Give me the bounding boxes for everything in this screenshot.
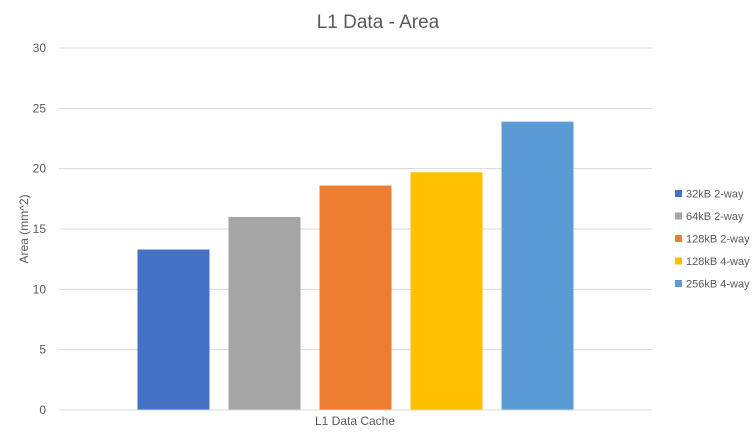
legend-label: 128kB 4-way bbox=[686, 256, 750, 268]
legend-label: 64kB 2-way bbox=[686, 211, 744, 223]
legend-swatch bbox=[675, 190, 682, 197]
legend-label: 32kB 2-way bbox=[686, 189, 744, 201]
y-axis-title: Area (mm^2) bbox=[17, 195, 31, 264]
bar-32kb-2-way bbox=[137, 249, 210, 410]
legend-swatch bbox=[675, 280, 682, 287]
bar-64kb-2-way bbox=[228, 216, 301, 410]
bar-128kb-2-way bbox=[319, 185, 392, 410]
y-tick-label: 25 bbox=[33, 101, 47, 115]
y-tick-label: 20 bbox=[33, 162, 47, 176]
y-tick-label: 0 bbox=[39, 403, 46, 417]
legend-swatch bbox=[675, 235, 682, 242]
y-tick-label: 10 bbox=[33, 282, 47, 296]
bar-256kb-4-way bbox=[501, 121, 574, 411]
legend-label: 128kB 2-way bbox=[686, 234, 750, 246]
chart-title: L1 Data - Area bbox=[317, 12, 440, 33]
bar-128kb-4-way bbox=[410, 172, 483, 410]
legend-label: 256kB 4-way bbox=[686, 279, 750, 291]
legend-swatch bbox=[675, 212, 682, 220]
y-tick-label: 5 bbox=[39, 343, 46, 357]
legend: 32kB 2-way 64kB 2-way 128kB 2-way 128kB 4-w… bbox=[675, 189, 750, 291]
y-axis-ticks: 0 5 10 15 20 25 30 bbox=[33, 41, 47, 417]
y-tick-label: 15 bbox=[33, 222, 47, 236]
x-category-label: L1 Data Cache bbox=[315, 414, 395, 428]
legend-swatch bbox=[675, 257, 682, 265]
bars bbox=[137, 121, 574, 411]
y-tick-label: 30 bbox=[33, 41, 47, 55]
